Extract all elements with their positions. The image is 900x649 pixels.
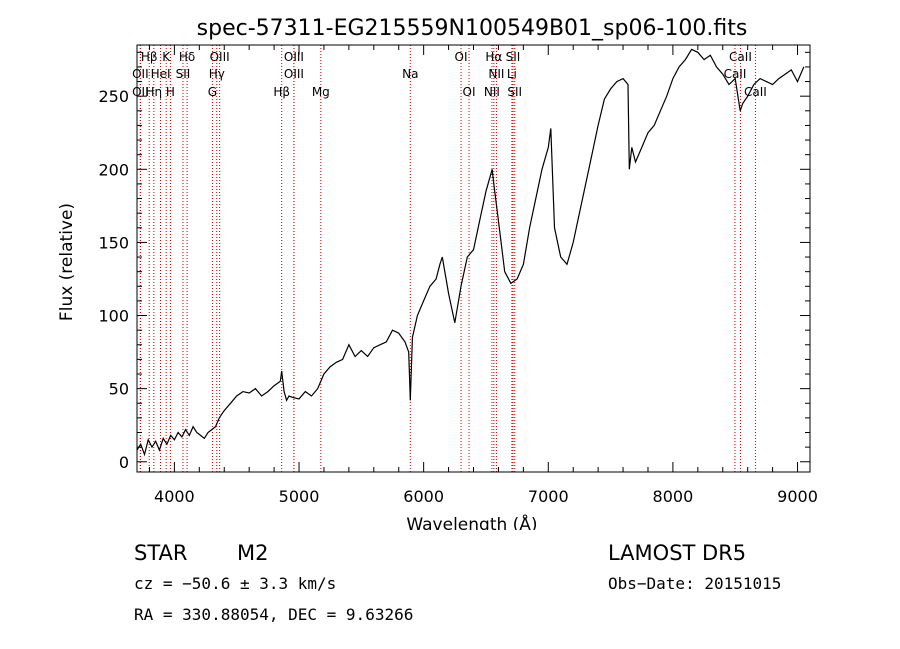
line-marker-label: OIII <box>210 50 230 64</box>
x-tick-label: 8000 <box>653 487 694 506</box>
line-marker-label: Hδ <box>179 50 195 64</box>
line-marker-label: SII <box>507 85 522 99</box>
object-class: STAR <box>134 541 188 565</box>
object-subclass: M2 <box>237 541 269 565</box>
line-marker-label: CaII <box>729 50 752 64</box>
line-marker-label: Hη <box>146 85 163 99</box>
line-marker-label: K <box>162 50 171 64</box>
x-tick-label: 6000 <box>403 487 444 506</box>
line-marker-label: H <box>166 85 175 99</box>
line-marker-label: OI <box>455 50 468 64</box>
line-marker-label: OII <box>132 85 149 99</box>
chart-title: spec-57311-EG215559N100549B01_sp06-100.f… <box>197 16 748 41</box>
line-marker-label: HeI <box>151 67 171 81</box>
line-marker-label: Na <box>402 67 418 81</box>
line-marker-label: CaII <box>724 67 747 81</box>
line-marker-label: OI <box>463 85 476 99</box>
line-marker-label: NII <box>484 85 500 99</box>
line-marker-label: Hα <box>485 50 502 64</box>
line-marker-label: Hγ <box>209 67 225 81</box>
x-tick-label: 5000 <box>279 487 320 506</box>
y-tick-label: 100 <box>98 307 129 326</box>
x-tick-label: 9000 <box>777 487 818 506</box>
line-marker-label: Hβ <box>273 85 290 99</box>
x-axis-label: Wavelength (Å) <box>406 513 537 530</box>
x-tick-label: 4000 <box>154 487 195 506</box>
plot-frame <box>136 44 811 473</box>
line-marker-label: CaII <box>744 85 767 99</box>
line-marker-label: SII <box>176 67 191 81</box>
spectrum-chart: spec-57311-EG215559N100549B01_sp06-100.f… <box>57 16 818 530</box>
line-marker-label: Li <box>507 67 517 81</box>
y-axis-label: Flux (relative) <box>57 203 77 321</box>
y-axis: 0 50 100 150 200 250 <box>98 51 810 472</box>
survey-name: LAMOST DR5 <box>608 541 747 565</box>
redshift-velocity: cz = −50.6 ± 3.3 km/s <box>134 574 337 593</box>
sky-coordinates: RA = 330.88054, DEC = 9.63266 <box>134 605 414 624</box>
line-marker-label: SII <box>506 50 521 64</box>
x-axis: 4000 5000 6000 7000 8000 9000 <box>148 45 818 506</box>
y-tick-label: 0 <box>119 453 129 472</box>
line-marker-label: NII <box>488 67 504 81</box>
line-marker-label: Hβ <box>141 50 158 64</box>
y-tick-label: 150 <box>98 233 129 252</box>
spectrum-line <box>136 48 805 457</box>
line-marker-label: OII <box>132 67 149 81</box>
line-marker-label: G <box>208 85 217 99</box>
y-tick-label: 250 <box>98 87 129 106</box>
line-marker-label: OIII <box>284 67 304 81</box>
observation-date: Obs−Date: 20151015 <box>608 574 782 593</box>
line-marker-label: Mg <box>312 85 330 99</box>
x-tick-label: 7000 <box>528 487 569 506</box>
spectrum-path <box>136 48 805 457</box>
y-tick-label: 200 <box>98 160 129 179</box>
y-tick-label: 50 <box>109 380 129 399</box>
